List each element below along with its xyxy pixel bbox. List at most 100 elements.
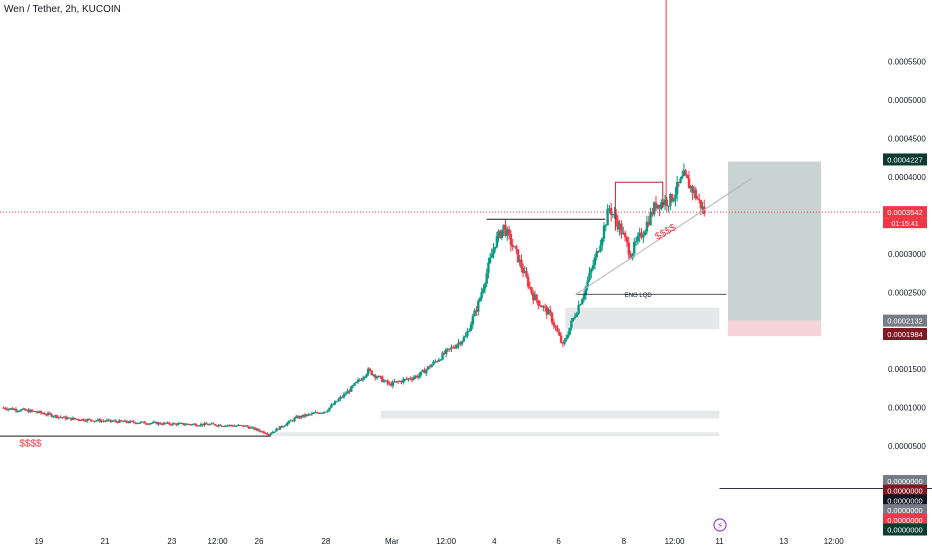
candle-body [293,418,296,421]
candle-body [532,293,535,301]
y-tick-label: 0.0005000 [888,96,926,105]
candle-body [262,431,265,434]
candle-body [658,204,661,209]
candle-body [643,231,647,236]
candle-body [395,381,398,383]
candle-body [480,292,483,299]
candle-body [219,424,222,427]
candle-body [160,424,164,426]
candle-body [180,423,183,425]
candle-body [164,422,167,424]
candle-body [389,383,393,386]
candle-body [317,412,321,414]
candle-body [636,235,640,242]
candle-body [386,380,389,384]
candle-body [351,385,355,387]
candle-body [409,378,412,380]
candle-body [483,283,487,289]
candle-body [665,199,668,206]
candle-body [620,223,623,235]
candle-body [623,232,627,238]
candle-body [319,412,322,414]
candle-body [506,229,509,236]
candle-body [642,235,645,238]
candle-body [459,342,462,345]
candle-body [417,375,421,378]
candle-body [570,320,573,328]
candle-body [41,413,44,415]
candle-body [513,246,516,248]
candle-body [388,383,391,385]
candle-body [360,379,363,381]
candle-body [206,424,210,426]
candle-body [563,339,566,344]
candle-body [629,254,632,259]
candle-body [581,299,584,305]
candle-body [437,359,441,362]
candle-body [91,420,94,422]
x-tick-label: 4 [492,537,497,546]
candle-body [257,428,260,431]
candle-body [187,423,190,425]
candle-body [423,369,426,374]
candle-body [600,238,604,246]
candle-body [333,401,337,405]
candle-body [116,421,119,423]
candle-body [577,305,580,314]
x-tick-label: 12:00 [436,537,457,546]
candle-body [554,325,557,328]
candle-body [298,415,301,419]
candle-body [450,347,453,349]
candle-body [337,399,340,402]
candle-body [57,416,61,418]
candle-body [590,268,593,273]
candle-body [538,305,542,307]
candle-body [694,189,697,199]
candle-body [393,381,396,383]
candle-body [4,407,7,410]
candle-body [384,380,388,382]
candle-body [82,419,85,421]
stack-price-label: 0.0000000 [887,477,922,486]
candle-body [123,420,126,422]
x-tick-label: 19 [34,537,43,546]
candle-body [253,427,256,430]
candle-body [606,209,609,226]
lower-zone [380,410,720,419]
candle-body [622,232,625,235]
candle-body [407,378,410,380]
candle-body [586,280,589,287]
candle-body [523,271,526,274]
candle-body [335,401,338,403]
candle-body [403,378,407,380]
candle-body [328,407,331,411]
candle-body [516,249,520,263]
candle-body [38,411,41,413]
candle-body [25,409,28,411]
candle-body [490,254,493,258]
candle-body [331,404,335,406]
candle-body [52,416,55,418]
candle-body [267,434,271,436]
zone-layer [262,161,822,437]
candle-body [482,288,485,293]
candle-body [103,420,107,422]
candle-body [416,375,419,378]
candle-body [497,230,500,237]
candle-body [178,423,182,425]
stack-price-label-bg [883,513,927,526]
candle-body [162,422,166,425]
candle-body [89,419,93,421]
candle-body [391,381,395,386]
candle-body [381,376,384,383]
candle-body [696,198,699,200]
candle-body [652,202,656,215]
candle-body [96,419,100,421]
candle-body [537,300,540,306]
candle-body [464,335,467,338]
candle-body [100,420,103,422]
candle-body [157,422,160,425]
candle-body [430,364,433,368]
